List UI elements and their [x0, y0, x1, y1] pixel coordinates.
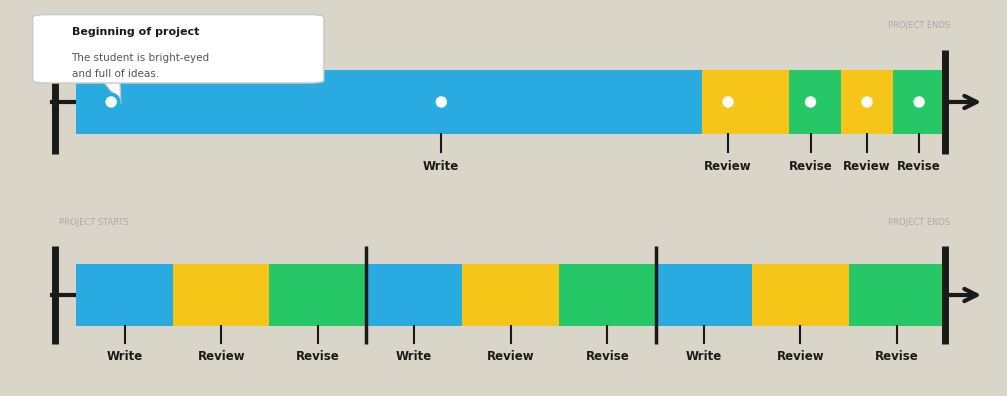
Text: PROJECT ENDS: PROJECT ENDS	[888, 218, 950, 227]
Text: Write: Write	[107, 350, 143, 362]
Bar	[559, 265, 656, 326]
Bar	[788, 70, 841, 134]
Bar	[702, 70, 788, 134]
Bar	[462, 265, 559, 326]
Text: Review: Review	[843, 160, 891, 173]
Bar	[752, 265, 849, 326]
Text: Revise: Revise	[296, 350, 339, 362]
Text: Review: Review	[704, 160, 752, 173]
Bar	[270, 265, 366, 326]
Text: Review: Review	[487, 350, 535, 362]
Text: Write: Write	[423, 160, 459, 173]
Bar	[49, 77, 307, 81]
Text: Revise: Revise	[897, 160, 941, 173]
Text: Write: Write	[686, 350, 722, 362]
Bar	[893, 70, 946, 134]
Bar	[77, 70, 702, 134]
Bar	[77, 265, 173, 326]
Text: Review: Review	[197, 350, 245, 362]
Text: Revise: Revise	[585, 350, 629, 362]
Text: Revise: Revise	[875, 350, 918, 362]
Bar	[366, 265, 462, 326]
Text: PROJECT STARTS: PROJECT STARTS	[58, 21, 129, 30]
Text: Review: Review	[776, 350, 824, 362]
Text: Beginning of project: Beginning of project	[71, 27, 199, 37]
Polygon shape	[103, 80, 121, 104]
FancyBboxPatch shape	[32, 15, 324, 83]
Text: Write: Write	[396, 350, 432, 362]
Text: PROJECT ENDS: PROJECT ENDS	[888, 21, 950, 30]
Text: Revise: Revise	[788, 160, 833, 173]
Bar	[849, 265, 946, 326]
Text: PROJECT STARTS: PROJECT STARTS	[58, 218, 129, 227]
Bar	[173, 265, 270, 326]
Bar	[841, 70, 893, 134]
Text: The student is bright-eyed
and full of ideas.: The student is bright-eyed and full of i…	[71, 53, 209, 79]
Bar	[656, 265, 752, 326]
